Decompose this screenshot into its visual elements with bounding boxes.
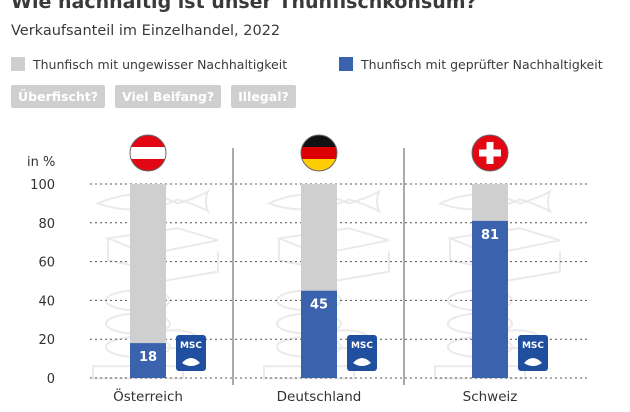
bar-uncertain-2 xyxy=(301,184,337,291)
msc-badge-text: MSC xyxy=(351,341,373,351)
legend-item-uncertain: Thunfisch mit ungewisser Nachhaltigkeit xyxy=(11,55,287,73)
data-label-2: 45 xyxy=(310,298,328,313)
legend-label-certified: Thunfisch mit geprüfter Nachhaltigkeit xyxy=(361,56,603,72)
msc-fish-icon xyxy=(353,358,371,366)
austria-flag xyxy=(129,134,167,172)
msc-fish-icon xyxy=(524,358,542,366)
bar-certified-2 xyxy=(301,290,337,378)
legend-item-certified: Thunfisch mit geprüfter Nachhaltigkeit xyxy=(339,55,603,73)
switzerland-flag xyxy=(471,134,509,172)
msc-fish-icon xyxy=(182,358,200,366)
bar-uncertain-1 xyxy=(130,184,166,344)
y-tick-label-60: 60 xyxy=(38,256,55,271)
bar-certified-1 xyxy=(130,343,166,378)
data-label-1: 18 xyxy=(139,350,157,365)
germany-flag xyxy=(300,134,338,172)
legend-swatch-certified xyxy=(339,57,353,71)
msc-badge-text: MSC xyxy=(522,341,544,351)
y-tick-label-40: 40 xyxy=(38,294,55,309)
msc-badge-text: MSC xyxy=(180,341,202,351)
msc-badge-icon-2: MSC xyxy=(347,335,377,371)
tag-overfished: Überfischt? xyxy=(11,85,105,108)
legend-swatch-uncertain xyxy=(11,57,25,71)
x-tick-label-3: Schweiz xyxy=(463,389,518,405)
x-tick-label-1: Österreich xyxy=(113,387,183,405)
data-label-3: 81 xyxy=(481,228,499,243)
chart-subtitle: Verkaufsanteil im Einzelhandel, 2022 xyxy=(11,23,281,39)
bar-certified-3 xyxy=(472,220,508,378)
tag-illegal: Illegal? xyxy=(231,85,296,108)
msc-badge-icon-3: MSC xyxy=(518,335,548,371)
question-tags: Überfischt? Viel Beifang? Illegal? xyxy=(11,85,296,108)
y-tick-label-80: 80 xyxy=(38,217,55,232)
page-title: Wie nachhaltig ist unser Thunfischkonsum… xyxy=(11,0,477,13)
msc-badge-icon-1: MSC xyxy=(176,335,206,371)
x-tick-label-2: Deutschland xyxy=(277,389,362,405)
tag-bycatch: Viel Beifang? xyxy=(114,85,222,108)
y-tick-label-100: 100 xyxy=(30,178,55,193)
bar-uncertain-3 xyxy=(472,184,508,221)
y-axis-label: in % xyxy=(27,155,55,170)
legend-label-uncertain: Thunfisch mit ungewisser Nachhaltigkeit xyxy=(33,56,288,72)
y-tick-label-0: 0 xyxy=(47,372,55,387)
y-tick-label-20: 20 xyxy=(38,333,55,348)
